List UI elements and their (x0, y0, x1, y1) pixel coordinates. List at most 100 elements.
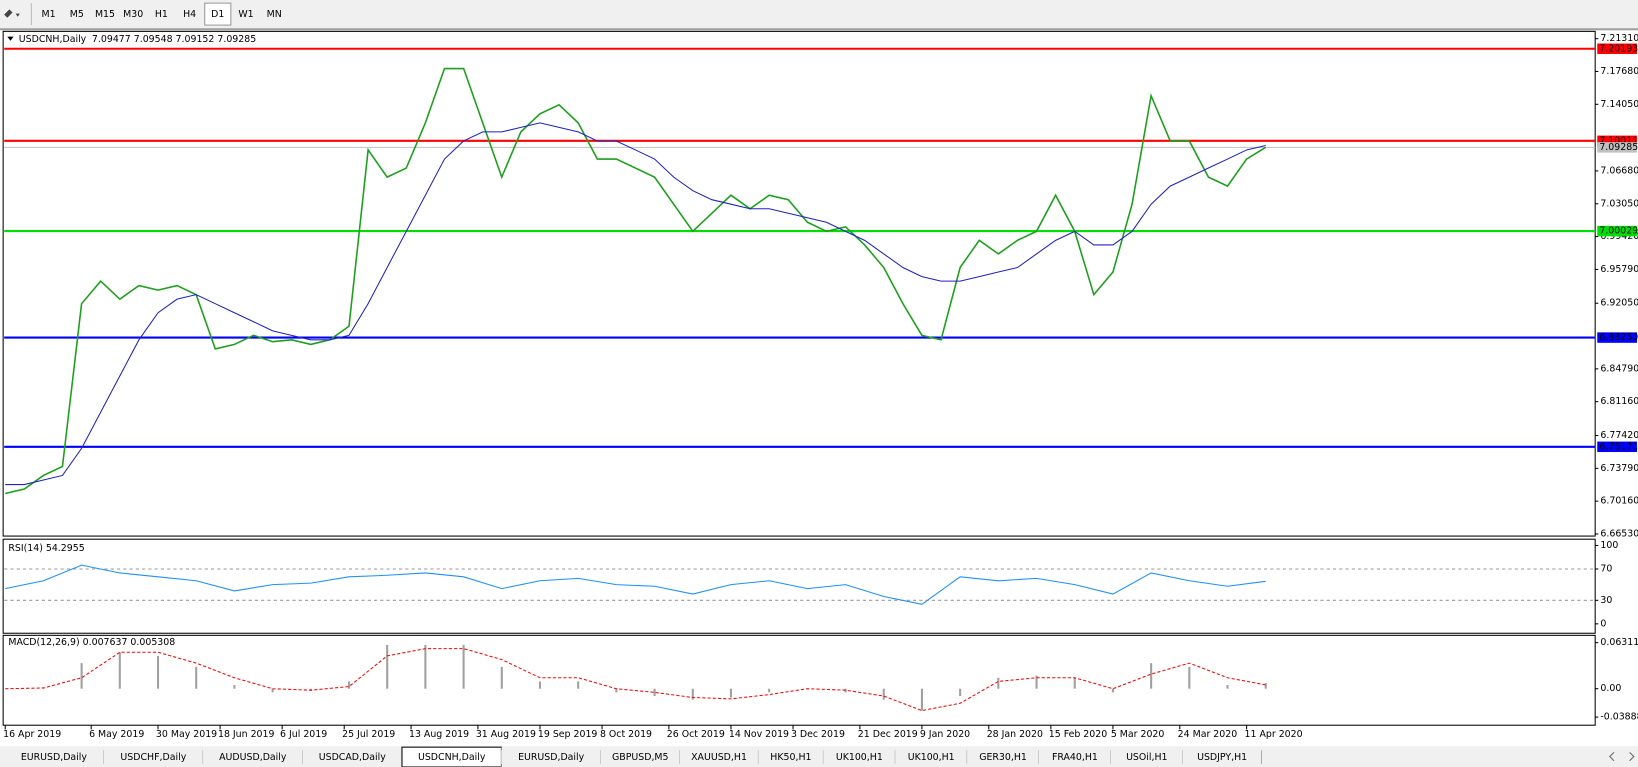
level-label: 7.20193 (1599, 43, 1638, 54)
tab-label[interactable]: USOil,H1 (1126, 752, 1167, 763)
x-tick-label: 25 Jul 2019 (342, 729, 395, 740)
timeframe-active[interactable] (204, 2, 232, 26)
level-label: 7.00029 (1599, 226, 1638, 237)
toolbar-border (0, 28, 1638, 31)
y-tick-label: 30 (1600, 595, 1612, 606)
x-tick-label: 6 Jul 2019 (280, 729, 327, 740)
y-tick-label: 7.06680 (1600, 165, 1638, 176)
x-tick-label: 30 May 2019 (156, 729, 217, 740)
symbol-title: USDCNH,Daily (19, 34, 87, 45)
level-label: 6.88250 (1599, 332, 1638, 343)
x-tick-label: 16 Apr 2019 (3, 729, 61, 740)
x-tick-label: 31 Aug 2019 (476, 729, 536, 740)
rsi-frame (2, 538, 1596, 634)
tab-label[interactable]: HK50,H1 (770, 752, 811, 763)
tab-label[interactable]: EURUSD,Daily (518, 752, 585, 763)
y-tick-label: 6.70160 (1600, 496, 1638, 507)
tab-label[interactable]: GBPUSD,M5 (612, 752, 669, 763)
x-tick-label: 8 Oct 2019 (600, 729, 652, 740)
timeframe-button[interactable]: H1 (155, 9, 168, 20)
level-tag (1597, 225, 1637, 237)
y-tick-label: 0 (1600, 618, 1606, 629)
tab-label[interactable]: XAUUSD,H1 (691, 752, 747, 763)
timeframe-button[interactable]: M5 (70, 9, 84, 20)
x-tick-label: 11 Apr 2020 (1245, 729, 1303, 740)
level-tag (1597, 332, 1637, 343)
y-tick-label: 0.00 (1600, 683, 1621, 694)
tab[interactable] (967, 747, 1040, 767)
tab[interactable] (758, 747, 824, 767)
tab[interactable] (103, 747, 204, 767)
rsi-line (5, 564, 1266, 605)
y-tick-label: 6.77420 (1600, 430, 1638, 441)
level-label: 7.10011 (1599, 135, 1638, 146)
tab[interactable] (501, 747, 601, 767)
y-tick-label: 6.66530 (1600, 528, 1638, 539)
y-tick-label: 6.73790 (1600, 463, 1638, 474)
tool-icon[interactable] (4, 9, 20, 18)
tab[interactable] (4, 747, 104, 767)
x-tick-label: 5 Mar 2020 (1111, 729, 1165, 740)
macd-signal (5, 648, 1266, 712)
price-line (5, 67, 1267, 495)
main-frame (2, 30, 1596, 537)
tab[interactable] (1110, 747, 1183, 767)
tab-label[interactable]: UK100,H1 (836, 752, 883, 763)
y-tick-label: 6.99420 (1600, 231, 1638, 242)
x-tick-label: 13 Aug 2019 (409, 729, 469, 740)
tab[interactable] (823, 747, 896, 767)
y-tick-label: 6.81160 (1600, 396, 1638, 407)
y-tick-label: 7.17680 (1600, 66, 1638, 77)
x-tick-label: 15 Feb 2020 (1049, 729, 1107, 740)
timeframe-button[interactable]: M15 (95, 9, 115, 20)
y-tick-label: 0.063113 (1600, 637, 1638, 648)
x-tick-label: 19 Sep 2019 (538, 729, 598, 740)
price-line (5, 122, 1266, 486)
tab[interactable] (302, 747, 402, 767)
tab-label[interactable]: AUDUSD,Daily (219, 752, 287, 763)
rsi-title: RSI(14) 54.2955 (8, 543, 84, 554)
level-tag (1597, 135, 1637, 147)
collapse-arrow[interactable] (7, 36, 14, 41)
y-tick-label: 70 (1600, 563, 1612, 574)
tab-label[interactable]: USDJPY,H1 (1197, 752, 1247, 763)
tab[interactable] (679, 747, 759, 767)
timeframe-button[interactable]: H4 (183, 9, 196, 20)
x-tick-label: 18 Jun 2019 (218, 729, 275, 740)
timeframe-button[interactable]: M30 (123, 9, 143, 20)
tab[interactable] (1182, 747, 1262, 767)
toolbar (0, 0, 1638, 29)
timeframe-button[interactable]: M1 (42, 9, 56, 20)
y-tick-label: 7.21310 (1600, 33, 1638, 44)
macd-frame (2, 634, 1596, 726)
tab[interactable] (895, 747, 968, 767)
tab-label[interactable]: UK100,H1 (908, 752, 955, 763)
x-tick-label: 9 Jan 2020 (920, 729, 970, 740)
tab-label[interactable]: GER30,H1 (979, 752, 1027, 763)
timeframe-button[interactable]: MN (267, 9, 282, 20)
level-tag (1597, 441, 1637, 453)
tab-label[interactable]: EURUSD,Daily (21, 752, 88, 763)
tab[interactable] (1039, 747, 1111, 767)
x-tick-label: 21 Dec 2019 (858, 729, 918, 740)
ohlc: 7.09477 7.09548 7.09152 7.09285 (92, 34, 256, 45)
x-tick-label: 24 Mar 2020 (1178, 729, 1238, 740)
tab-label[interactable]: USDCNH,Daily (418, 752, 486, 763)
x-tick-label: 28 Jan 2020 (987, 729, 1043, 740)
tab[interactable] (600, 747, 680, 767)
level-label: 6.76171 (1599, 441, 1638, 452)
timeframe-button[interactable]: W1 (238, 9, 253, 20)
y-tick-label: 7.03050 (1600, 198, 1638, 209)
tab-label[interactable]: FRA40,H1 (1052, 752, 1098, 763)
tab[interactable] (203, 747, 303, 767)
timeframe-button[interactable]: D1 (211, 9, 224, 20)
macd-title: MACD(12,26,9) 0.007637 0.005308 (8, 637, 175, 648)
x-tick-label: 26 Oct 2019 (667, 729, 725, 740)
tab-label[interactable]: USDCHF,Daily (120, 752, 186, 763)
y-tick-label: -0.038887 (1600, 712, 1638, 723)
y-tick-label: 6.84790 (1600, 363, 1638, 374)
tab-label[interactable]: USDCAD,Daily (319, 752, 386, 763)
tab-scroll[interactable] (1609, 752, 1635, 762)
